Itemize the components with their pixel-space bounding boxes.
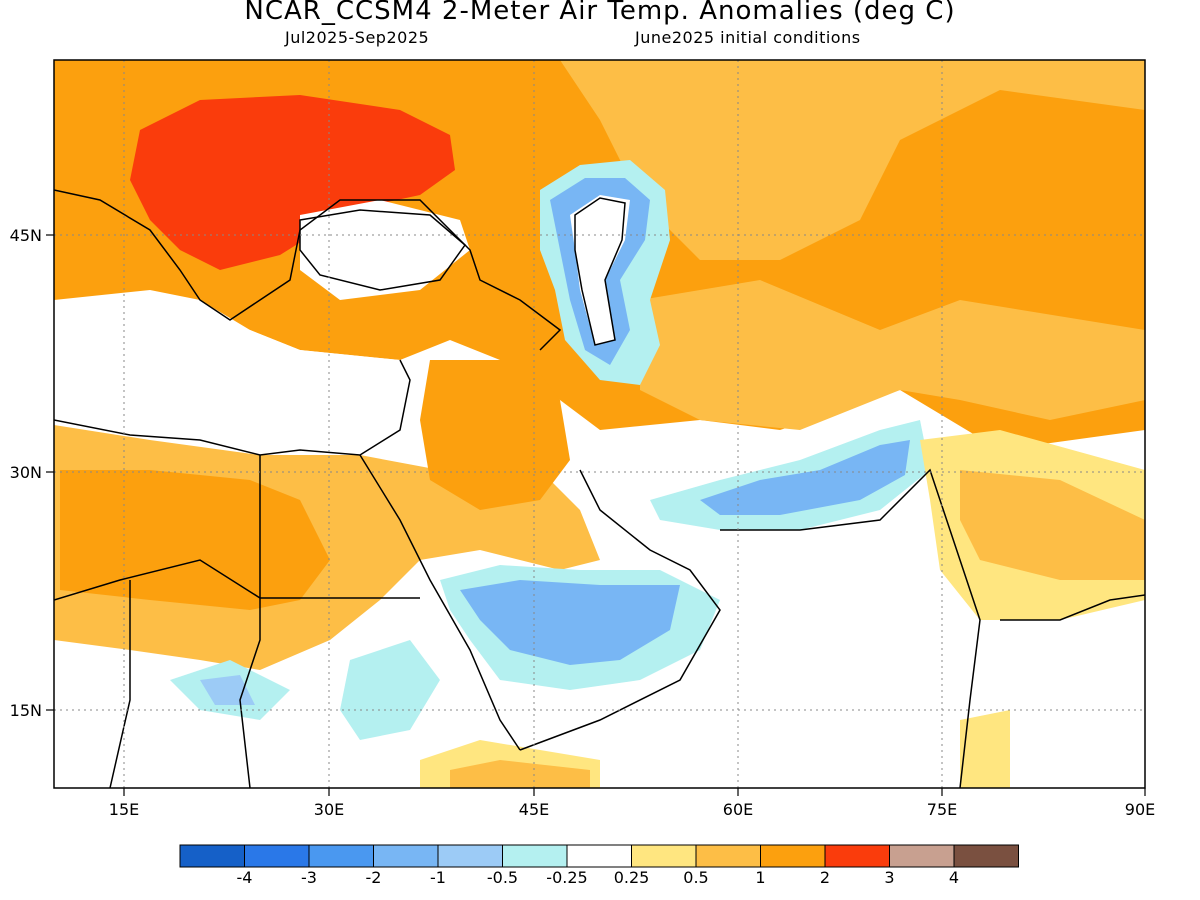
colorbar-label-0: -4 [236, 868, 253, 887]
colorbar-label-2: -2 [365, 868, 382, 887]
lon-label-30e: 30E [314, 800, 344, 819]
anomaly-fields [54, 60, 1145, 788]
lon-label-60e: 60E [723, 800, 753, 819]
colorbar-label-1: -3 [301, 868, 317, 887]
axis-ticks [46, 234, 1146, 796]
initial-conditions: June2025 initial conditions [635, 28, 861, 47]
map-frame [53, 59, 1146, 789]
coastlines [54, 189, 1145, 788]
colorbar-label-9: 2 [819, 868, 831, 887]
colorbar-label-7: 0.5 [683, 868, 709, 887]
colorbar-label-6: 0.25 [613, 868, 650, 887]
colorbar-swatch-9 [760, 844, 826, 868]
lon-label-15e: 15E [109, 800, 139, 819]
colorbar-swatch-10 [824, 844, 890, 868]
lat-label-45n: 45N [10, 226, 42, 245]
colorbar-swatch-12 [953, 844, 1019, 868]
colorbar-swatch-1 [244, 844, 310, 868]
colorbar-label-8: 1 [755, 868, 766, 887]
lat-label-30n: 30N [10, 463, 42, 482]
colorbar [179, 844, 1019, 868]
colorbar-label-3: -1 [430, 868, 446, 887]
map-title: NCAR_CCSM4 2-Meter Air Temp. Anomalies (… [244, 0, 956, 26]
colorbar-swatch-5 [502, 844, 568, 868]
colorbar-swatch-0 [179, 844, 245, 868]
colorbar-swatch-11 [889, 844, 955, 868]
forecast-period: Jul2025-Sep2025 [285, 28, 430, 47]
colorbar-swatch-3 [373, 844, 439, 868]
gridlines [54, 60, 1145, 788]
colorbar-swatch-4 [437, 844, 503, 868]
anomaly-region-red [130, 95, 455, 270]
colorbar-label-11: 4 [948, 868, 960, 887]
colorbar-swatch-8 [695, 844, 761, 868]
colorbar-label-4: -0.5 [486, 868, 519, 887]
lon-label-90e: 90E [1125, 800, 1155, 819]
lon-label-75e: 75E [927, 800, 957, 819]
lat-label-15n: 15N [10, 701, 42, 720]
colorbar-label-10: 3 [884, 868, 895, 887]
colorbar-swatch-6 [566, 844, 632, 868]
colorbar-label-5: -0.25 [546, 868, 588, 887]
colorbar-swatch-2 [308, 844, 374, 868]
lon-label-45e: 45E [519, 800, 549, 819]
colorbar-swatch-7 [631, 844, 697, 868]
anomaly-region-lightorange-north [560, 60, 1145, 260]
